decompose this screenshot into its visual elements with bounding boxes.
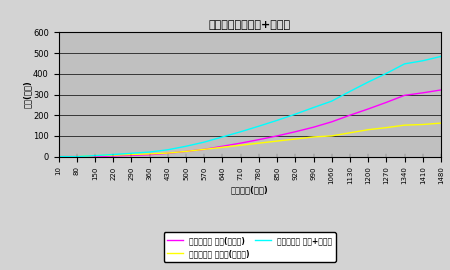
税源移譲前 地方税(住民税) bbox=[329, 134, 334, 137]
税源移譲前 国税+地方税 bbox=[202, 140, 207, 144]
税源移譲前 国税+地方税 bbox=[220, 135, 225, 139]
税源移譲前 国税(所得税) bbox=[274, 134, 280, 137]
税源移譲前 国税(所得税) bbox=[438, 88, 444, 92]
税源移譲前 地方税(住民税) bbox=[420, 123, 426, 126]
Line: 税源移譲前 地方税(住民税): 税源移譲前 地方税(住民税) bbox=[58, 123, 441, 157]
税源移譲前 地方税(住民税) bbox=[365, 128, 371, 131]
税源移譲前 国税+地方税 bbox=[329, 100, 334, 103]
税源移譲前 地方税(住民税) bbox=[438, 122, 444, 125]
税源移譲前 国税(所得税) bbox=[420, 91, 426, 94]
税源移譲前 地方税(住民税) bbox=[74, 155, 79, 158]
税源移譲前 国税+地方税 bbox=[311, 106, 316, 109]
Line: 税源移譲前 国税(所得税): 税源移譲前 国税(所得税) bbox=[58, 90, 441, 157]
税源移譲前 国税+地方税 bbox=[365, 80, 371, 84]
税源移譲前 国税+地方税 bbox=[56, 155, 61, 158]
税源移譲前 国税+地方税 bbox=[129, 152, 134, 155]
税源移譲前 国税+地方税 bbox=[165, 148, 171, 151]
税源移譲前 国税(所得税) bbox=[238, 141, 243, 145]
Legend: 税源移譲前 国税(所得税), 税源移譲前 地方税(住民税), 税源移譲前 国税+地方税: 税源移譲前 国税(所得税), 税源移譲前 地方税(住民税), 税源移譲前 国税+… bbox=[164, 232, 336, 262]
税源移譲前 地方税(住民税) bbox=[256, 141, 261, 145]
税源移譲前 国税(所得税) bbox=[92, 155, 98, 158]
税源移譲前 国税(所得税) bbox=[183, 150, 189, 153]
税源移譲前 地方税(住民税) bbox=[183, 150, 189, 153]
税源移譲前 国税(所得税) bbox=[329, 120, 334, 123]
税源移譲前 国税(所得税) bbox=[202, 148, 207, 151]
税源移譲前 国税(所得税) bbox=[110, 154, 116, 158]
税源移譲前 国税(所得税) bbox=[147, 153, 152, 156]
税源移譲前 地方税(住民税) bbox=[165, 151, 171, 155]
税源移譲前 国税+地方税 bbox=[238, 130, 243, 133]
税源移譲前 国税+地方税 bbox=[347, 90, 353, 93]
税源移譲前 国税+地方税 bbox=[402, 62, 407, 66]
税源移譲前 国税(所得税) bbox=[256, 138, 261, 141]
X-axis label: 課税所得(万円): 課税所得(万円) bbox=[231, 186, 269, 195]
税源移譲前 国税(所得税) bbox=[347, 114, 353, 117]
税源移譲前 国税(所得税) bbox=[292, 130, 298, 133]
税源移譲前 国税(所得税) bbox=[74, 155, 79, 158]
税源移譲前 地方税(住民税) bbox=[402, 123, 407, 127]
税源移譲前 国税(所得税) bbox=[56, 155, 61, 158]
税源移譲前 地方税(住民税) bbox=[292, 137, 298, 141]
税源移譲前 国税(所得税) bbox=[165, 152, 171, 155]
税源移譲前 地方税(住民税) bbox=[129, 153, 134, 156]
税源移譲前 地方税(住民税) bbox=[202, 148, 207, 151]
税源移譲前 国税(所得税) bbox=[402, 94, 407, 97]
税源移譲前 地方税(住民税) bbox=[56, 155, 61, 158]
税源移譲前 国税+地方税 bbox=[256, 124, 261, 128]
税源移譲前 地方税(住民税) bbox=[238, 144, 243, 147]
税源移譲前 国税(所得税) bbox=[365, 107, 371, 111]
税源移譲前 国税+地方税 bbox=[420, 59, 426, 62]
税源移譲前 地方税(住民税) bbox=[147, 152, 152, 156]
税源移譲前 国税+地方税 bbox=[110, 153, 116, 156]
税源移譲前 国税+地方税 bbox=[183, 145, 189, 148]
税源移譲前 地方税(住民税) bbox=[220, 146, 225, 149]
税源移譲前 国税(所得税) bbox=[384, 101, 389, 104]
税源移譲前 地方税(住民税) bbox=[347, 131, 353, 134]
税源移譲前 国税+地方税 bbox=[92, 154, 98, 157]
税源移譲前 地方税(住民税) bbox=[92, 154, 98, 157]
税源移譲前 国税+地方税 bbox=[74, 155, 79, 158]
税源移譲前 地方税(住民税) bbox=[110, 154, 116, 157]
税源移譲前 国税+地方税 bbox=[274, 119, 280, 122]
税源移譲前 国税(所得税) bbox=[311, 126, 316, 129]
Y-axis label: 税額(万円): 税額(万円) bbox=[22, 81, 32, 108]
税源移譲前 地方税(住民税) bbox=[274, 139, 280, 143]
税源移譲前 国税+地方税 bbox=[438, 55, 444, 58]
税源移譲前 国税+地方税 bbox=[384, 72, 389, 75]
税源移譲前 国税(所得税) bbox=[220, 145, 225, 148]
Line: 税源移譲前 国税+地方税: 税源移譲前 国税+地方税 bbox=[58, 56, 441, 157]
Title: 税源移譲前の国税+地方税: 税源移譲前の国税+地方税 bbox=[209, 20, 291, 30]
税源移譲前 国税+地方税 bbox=[147, 150, 152, 154]
税源移譲前 地方税(住民税) bbox=[311, 135, 316, 139]
税源移譲前 地方税(住民税) bbox=[384, 126, 389, 129]
税源移譲前 国税(所得税) bbox=[129, 154, 134, 157]
税源移譲前 国税+地方税 bbox=[292, 113, 298, 116]
